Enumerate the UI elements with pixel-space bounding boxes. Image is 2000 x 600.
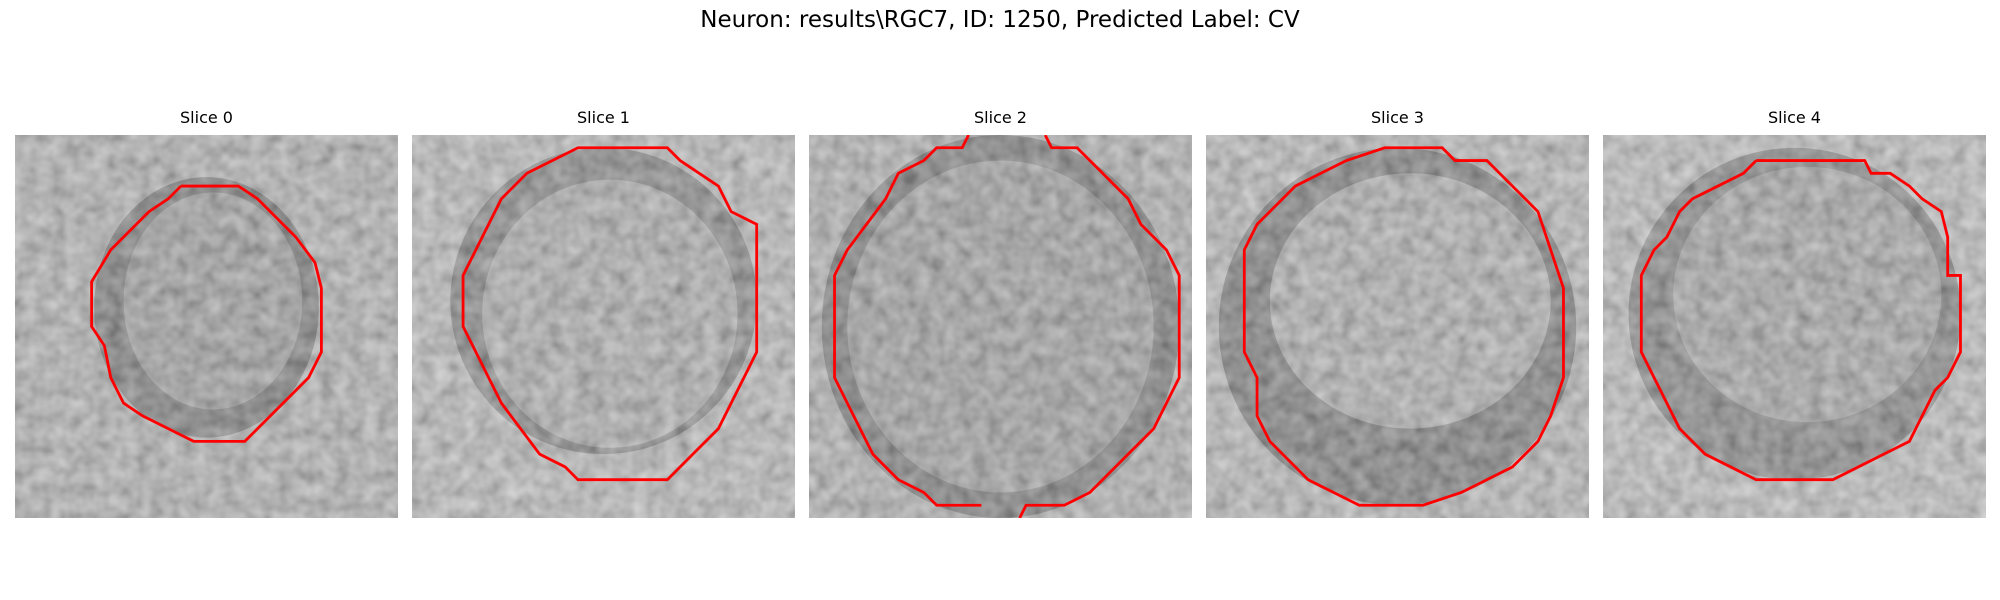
- slice-title: Slice 4: [1768, 108, 1821, 127]
- contour-line: [461, 146, 759, 482]
- slice-image: [1603, 135, 1986, 518]
- slice-image-svg: [412, 135, 795, 518]
- slice-title: Slice 2: [974, 108, 1027, 127]
- slice-panel-2: Slice 2: [809, 108, 1192, 518]
- slice-image-svg: [809, 135, 1192, 518]
- contour-line: [1242, 146, 1565, 507]
- slice-image-svg: [15, 135, 398, 518]
- slice-image: [1206, 135, 1589, 518]
- slice-image: [15, 135, 398, 518]
- slice-image: [412, 135, 795, 518]
- contour-line: [1018, 135, 1181, 518]
- slice-panel-0: Slice 0: [15, 108, 398, 518]
- slice-title: Slice 0: [180, 108, 233, 127]
- slice-image: [809, 135, 1192, 518]
- slice-image-svg: [1206, 135, 1589, 518]
- slice-title: Slice 3: [1371, 108, 1424, 127]
- slice-panel-3: Slice 3: [1206, 108, 1589, 518]
- slice-image-svg: [1603, 135, 1986, 518]
- figure-title: Neuron: results\RGC7, ID: 1250, Predicte…: [700, 7, 1300, 33]
- slice-panel-4: Slice 4: [1603, 108, 1986, 518]
- contour-line: [1639, 159, 1962, 482]
- contour-line: [90, 184, 323, 443]
- slice-title: Slice 1: [577, 108, 630, 127]
- slice-panel-1: Slice 1: [412, 108, 795, 518]
- contour-line: [833, 135, 982, 507]
